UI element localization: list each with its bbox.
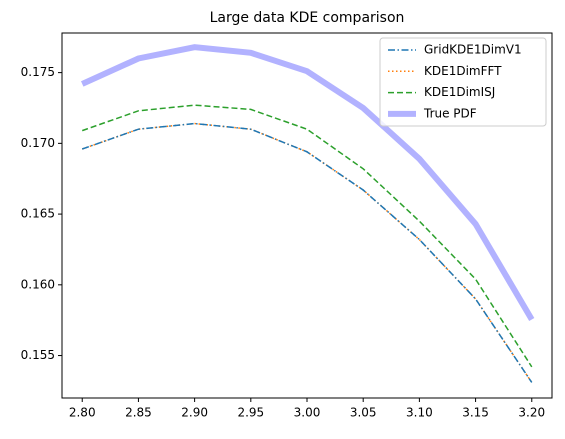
x-tick-label: 2.90 <box>181 406 208 420</box>
x-tick-label: 3.10 <box>406 406 433 420</box>
legend-box <box>379 37 547 127</box>
legend-label: GridKDE1DimV1 <box>424 43 522 57</box>
legend-label: KDE1DimFFT <box>424 64 502 78</box>
y-tick-label: 0.160 <box>21 277 55 291</box>
y-tick-label: 0.155 <box>21 348 55 362</box>
y-tick-label: 0.175 <box>21 65 55 79</box>
legend: GridKDE1DimV1 KDE1DimFFT KDE1DimISJ True PD… <box>379 37 547 127</box>
x-tick-label: 3.05 <box>350 406 377 420</box>
x-tick-label: 2.80 <box>69 406 96 420</box>
x-tick-label: 3.20 <box>518 406 545 420</box>
y-tick-label: 0.165 <box>21 207 55 221</box>
y-tick-label: 0.170 <box>21 136 55 150</box>
x-tick-label: 2.95 <box>237 406 264 420</box>
x-tick-label: 3.00 <box>294 406 321 420</box>
line-series <box>81 104 533 368</box>
line-series <box>81 122 533 383</box>
x-tick-label: 3.15 <box>462 406 489 420</box>
chart-title: Large data KDE comparison <box>210 10 405 26</box>
x-tick-label: 2.85 <box>125 406 152 420</box>
plot-frame <box>61 32 553 399</box>
line-series <box>81 122 533 383</box>
legend-label: KDE1DimISJ <box>424 85 495 99</box>
line-series <box>80 44 535 322</box>
legend-label: True PDF <box>423 106 477 120</box>
